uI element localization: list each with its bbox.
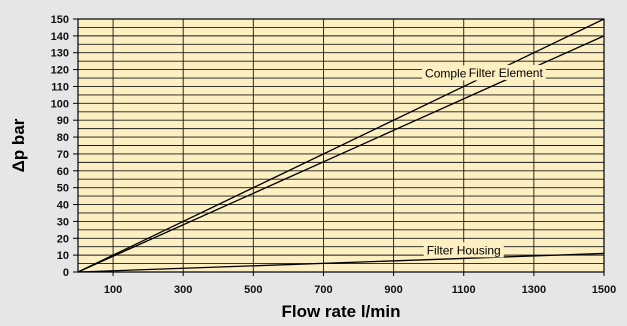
- x-tick-label: 500: [244, 284, 262, 296]
- series-line: [77, 18, 605, 273]
- x-axis-title: Flow rate l/min: [281, 302, 400, 321]
- grid-layer: [78, 19, 604, 272]
- x-tick-label: 900: [384, 284, 402, 296]
- y-tick-label: 90: [57, 115, 69, 127]
- y-tick-label: 0: [63, 267, 69, 279]
- y-tick-label: 100: [51, 98, 69, 110]
- x-tick-label: 300: [174, 284, 192, 296]
- series-label-background: [423, 242, 504, 258]
- y-tick-label: 110: [51, 81, 69, 93]
- x-tick-label: 1300: [522, 284, 546, 296]
- y-tick-label: 40: [57, 200, 69, 212]
- y-tick-label: 30: [57, 216, 69, 228]
- series-label-background: [465, 64, 546, 80]
- series-line: [77, 252, 605, 273]
- y-tick-label: 120: [51, 65, 69, 77]
- y-tick-label: 10: [57, 250, 69, 262]
- tick-layer: 0 10 20 30 40 50 60 70 80 90 100 110 120 130 140 150 100…: [51, 14, 617, 296]
- y-tick-label: 70: [57, 149, 69, 161]
- y-tick-label: 130: [51, 48, 69, 60]
- x-tick-label: 1500: [592, 284, 616, 296]
- y-tick-label: 80: [57, 132, 69, 144]
- series-label: Filter Element: [469, 66, 544, 80]
- y-tick-label: 20: [57, 233, 69, 245]
- x-tick-label: 100: [104, 284, 122, 296]
- x-tick-label: 700: [314, 284, 332, 296]
- y-tick-label: 140: [51, 31, 69, 43]
- y-tick-label: 150: [51, 14, 69, 26]
- y-axis-title: Δp bar: [9, 118, 28, 172]
- y-tick-label: 60: [57, 166, 69, 178]
- y-tick-label: 50: [57, 183, 69, 195]
- plot-frame: [77, 18, 605, 273]
- series-label: Filter Housing: [427, 243, 501, 257]
- x-tick-label: 1100: [452, 284, 476, 296]
